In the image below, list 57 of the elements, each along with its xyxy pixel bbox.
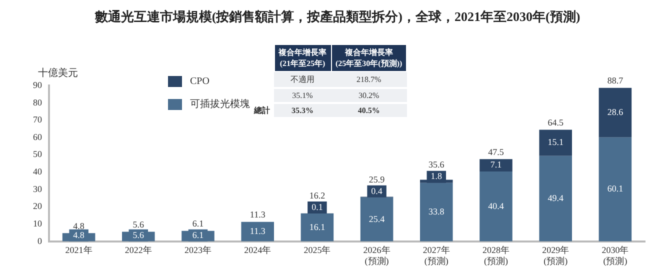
annotation: 35.3% <box>274 103 331 118</box>
total-label: 16.2 <box>309 190 326 200</box>
x-tick-label: 2021年 <box>65 245 92 256</box>
annotation: 35.1% <box>274 88 331 103</box>
y-tick-label: 80 <box>33 97 42 108</box>
y-tick-label: 30 <box>33 184 42 194</box>
y-tick-label: 10 <box>33 218 42 228</box>
total-label: 11.3 <box>250 210 266 220</box>
text: 複合年增長率 (25年至30年(預測)) <box>336 48 402 68</box>
y-tick-label: 50 <box>33 149 42 160</box>
total-label: 6.1 <box>192 218 204 229</box>
data-label: 0.4 <box>371 186 383 196</box>
annotation: 30.2% <box>331 88 407 103</box>
text: 不適用 <box>290 75 314 84</box>
x-tick-label: 2026年 (預測) <box>363 245 390 266</box>
data-label: 16.1 <box>309 222 326 232</box>
text: 複合年增長率 (21年至25年) <box>278 48 326 68</box>
total-label: 47.5 <box>488 147 504 158</box>
y-tick-label: 20 <box>33 201 42 212</box>
x-tick-label: 2030年 (預測) <box>602 245 629 266</box>
y-axis-title: 十億美元 <box>38 66 78 80</box>
data-label: 49.4 <box>548 193 564 203</box>
total-label: 88.7 <box>607 76 624 86</box>
data-label: 11.3 <box>250 226 266 236</box>
x-tick-label: 2024年 <box>244 245 272 256</box>
total-label: 64.5 <box>548 118 564 128</box>
x-tick-label: 2025年 <box>304 245 331 256</box>
y-tick-label: 0 <box>38 236 42 246</box>
data-label: 25.4 <box>368 214 386 224</box>
chart-title: 數通光互連市場規模(按銷售額計算，按產品類型拆分)，全球，2021年至2030年(預測) <box>94 9 580 24</box>
x-tick-label: 2029年 (預測) <box>542 245 570 266</box>
total-label: 25.9 <box>368 174 386 184</box>
data-label: 15.1 <box>548 137 564 148</box>
data-label: 0.1 <box>312 202 323 212</box>
legend-label: 可插拔光模塊 <box>190 98 250 111</box>
data-label: 40.4 <box>488 200 504 211</box>
y-tick-label: 90 <box>33 80 42 90</box>
text: 218.7% <box>356 75 382 84</box>
data-label: 1.8 <box>430 171 443 182</box>
x-tick-label: 2027年 (預測) <box>422 245 450 266</box>
y-tick-label: 60 <box>33 132 42 142</box>
annotation: 40.5% <box>331 103 407 118</box>
y-tick-label: 40 <box>33 166 42 177</box>
x-tick-label: 2028年 (預測) <box>482 245 510 266</box>
data-label: 33.8 <box>428 206 445 217</box>
data-label: 7.1 <box>490 160 502 170</box>
x-tick-label: 2023年 <box>184 245 212 256</box>
total-label: 5.6 <box>132 220 145 230</box>
total-label: 35.6 <box>428 160 445 170</box>
data-label: 60.1 <box>607 184 624 194</box>
x-tick-label: 2022年 <box>124 245 152 256</box>
legend-label: CPO <box>190 76 210 87</box>
total-label: 4.8 <box>73 220 85 231</box>
annotation: 總計 <box>250 103 274 118</box>
data-label: 28.6 <box>607 106 624 117</box>
data-label: 6.1 <box>192 230 204 240</box>
y-tick-label: 70 <box>33 114 42 125</box>
